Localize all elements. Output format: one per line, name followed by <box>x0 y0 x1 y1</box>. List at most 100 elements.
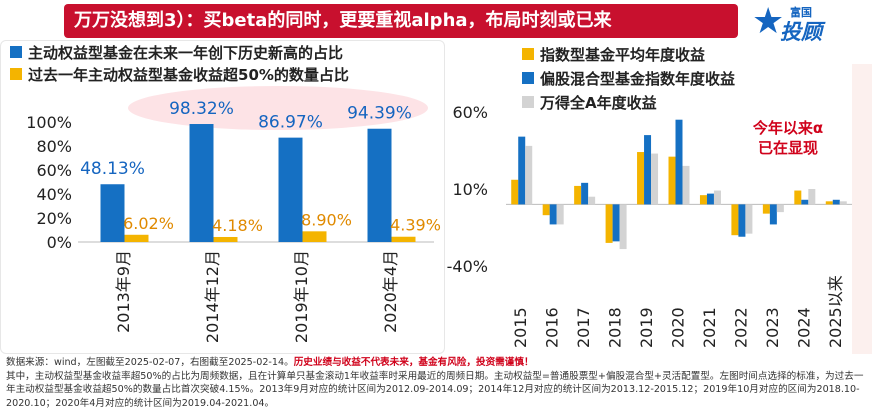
right-bar-mixed-fund <box>518 136 526 205</box>
right-bar-mixed-fund <box>675 119 683 205</box>
right-bar-mixed-fund <box>581 182 589 205</box>
alpha-note-line-2: 已在显现 <box>757 139 818 157</box>
right-bar-mixed-fund <box>832 199 840 205</box>
left-data-label-over-50: 6.02% <box>123 214 174 233</box>
left-chart-panel <box>0 40 445 354</box>
right-x-tick-label: 2025以来 <box>826 275 845 348</box>
page-title: 万万没想到3）：买beta的同时，更要重视alpha，布局时刻或已来 <box>74 10 612 31</box>
legend-swatch <box>522 48 534 60</box>
left-bar-new-high <box>367 128 392 242</box>
legend-label: 万得全A年度收益 <box>540 94 657 112</box>
left-data-label-over-50: 4.18% <box>212 216 263 235</box>
right-bar-wind-a <box>808 189 816 205</box>
left-bar-over-50 <box>213 236 238 242</box>
left-data-label-new-high: 98.32% <box>169 99 234 119</box>
left-data-label-over-50: 8.90% <box>301 210 352 229</box>
right-bar-index-fund <box>825 201 833 205</box>
right-bar-index-fund <box>542 204 550 216</box>
right-y-tick-label: 10% <box>452 180 488 199</box>
right-bar-index-fund <box>605 204 613 243</box>
left-legend-item-1: 主动权益型基金在未来一年创下历史新高的占比 <box>10 42 343 64</box>
logo-main-text: 投顾 <box>780 20 822 44</box>
right-x-tick-label: 2016 <box>543 307 562 348</box>
right-legend-item-1: 指数型基金平均年度收益 <box>522 44 705 66</box>
legend-swatch <box>10 46 22 58</box>
right-legend-item-3: 万得全A年度收益 <box>522 92 657 114</box>
title-banner <box>64 4 738 38</box>
right-bar-chart: 60% 10% -40% 2015 2016 2017 2018 2019 2020 2021 20… <box>447 103 852 348</box>
right-bar-index-fund <box>731 204 739 236</box>
left-x-tick-label: 2014年12月 <box>203 250 222 343</box>
footnote-source: 数据来源：wind，左图截至2025-02-07，右图截至2025-02-14。 <box>6 357 294 368</box>
legend-label: 偏股混合型基金指数年度收益 <box>540 70 736 88</box>
star-logo-icon: ★ <box>752 1 785 42</box>
right-bar-mixed-fund <box>549 204 557 225</box>
decorative-stripe <box>852 64 872 354</box>
right-x-tick-label: 2015 <box>511 307 530 348</box>
right-bar-index-fund <box>794 190 802 205</box>
left-y-tick-label: 0% <box>47 233 72 252</box>
right-legend-item-2: 偏股混合型基金指数年度收益 <box>522 68 735 90</box>
right-bar-mixed-fund <box>706 193 714 205</box>
legend-label: 主动权益型基金在未来一年创下历史新高的占比 <box>28 44 344 62</box>
right-bar-index-fund <box>762 204 770 214</box>
right-bar-index-fund <box>637 152 645 205</box>
logo-top-text: 富国 <box>790 6 812 19</box>
left-bar-chart: 100% 80% 60% 40% 20% 0% 48.13% 6.02% 2013年9月 98.3… <box>26 86 441 343</box>
right-bar-index-fund <box>574 185 582 205</box>
left-bar-over-50 <box>302 231 327 242</box>
right-bar-index-fund <box>668 156 676 205</box>
right-bar-wind-a <box>682 165 690 205</box>
left-bar-over-50 <box>391 236 416 242</box>
footnote-methodology: 其中，主动权益型基金收益率超50%的占比为周频数据，且在计算单只基金滚动1年收益… <box>6 370 864 409</box>
right-x-tick-label: 2022 <box>731 307 750 348</box>
alpha-note-line-1: 今年以来α <box>752 119 824 137</box>
right-y-tick-label: 60% <box>452 103 488 122</box>
right-y-tick-label: -40% <box>447 257 488 276</box>
legend-label: 过去一年主动权益型基金收益超50%的数量占比 <box>28 66 349 84</box>
left-bar-new-high <box>100 184 125 242</box>
left-bar-over-50 <box>124 234 149 242</box>
right-bar-wind-a <box>525 145 533 205</box>
left-data-label-new-high: 94.39% <box>347 104 412 124</box>
right-bar-mixed-fund <box>769 204 777 225</box>
left-data-label-new-high: 48.13% <box>80 159 145 179</box>
left-x-tick-label: 2019年10月 <box>292 250 311 343</box>
right-x-tick-label: 2017 <box>574 307 593 348</box>
left-bar-new-high <box>189 124 214 242</box>
legend-swatch <box>10 68 22 80</box>
right-bar-wind-a <box>651 153 659 205</box>
right-bar-index-fund <box>511 179 519 205</box>
left-data-label-over-50: 4.39% <box>390 216 441 235</box>
right-bar-wind-a <box>619 204 627 250</box>
left-y-tick-label: 40% <box>36 185 72 204</box>
legend-swatch <box>522 96 534 108</box>
alpha-emerging-note: 今年以来α 已在显现 <box>728 118 848 158</box>
legend-swatch <box>522 72 534 84</box>
right-bar-wind-a <box>588 196 596 205</box>
right-bar-wind-a <box>745 204 753 234</box>
left-x-tick-label: 2020年4月 <box>381 250 400 333</box>
right-x-tick-label: 2018 <box>606 307 625 348</box>
left-y-tick-label: 100% <box>26 113 72 132</box>
left-data-label-new-high: 86.97% <box>258 113 323 133</box>
left-x-tick-label: 2013年9月 <box>114 250 133 333</box>
right-bar-wind-a <box>556 204 564 225</box>
left-bar-new-high <box>278 137 303 242</box>
right-x-tick-label: 2020 <box>669 307 688 348</box>
right-x-tick-label: 2019 <box>637 307 656 348</box>
right-bar-mixed-fund <box>738 204 746 237</box>
right-bar-mixed-fund <box>644 135 652 205</box>
right-bar-wind-a <box>839 201 847 205</box>
left-legend-item-2: 过去一年主动权益型基金收益超50%的数量占比 <box>10 64 349 86</box>
legend-label: 指数型基金平均年度收益 <box>540 46 706 64</box>
left-y-tick-label: 80% <box>36 137 72 156</box>
right-bar-wind-a <box>713 190 721 205</box>
right-bar-mixed-fund <box>612 204 620 242</box>
footnote: 数据来源：wind，左图截至2025-02-07，右图截至2025-02-14。… <box>6 356 866 410</box>
right-bar-wind-a <box>776 204 784 213</box>
right-x-tick-label: 2024 <box>794 307 813 348</box>
right-x-tick-label: 2021 <box>700 307 719 348</box>
left-y-tick-label: 60% <box>36 161 72 180</box>
